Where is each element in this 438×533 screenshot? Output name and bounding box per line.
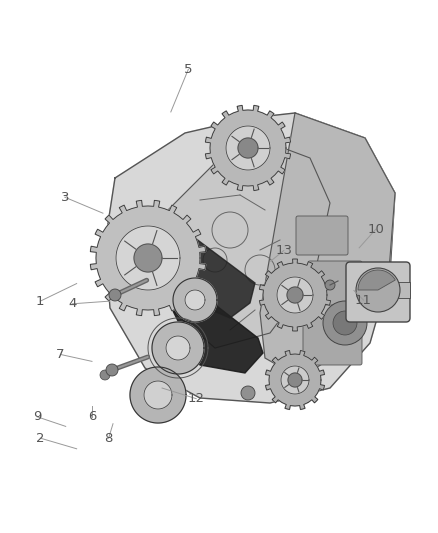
FancyBboxPatch shape (308, 261, 362, 305)
Text: 3: 3 (60, 191, 69, 204)
Text: 5: 5 (184, 63, 193, 76)
Polygon shape (90, 200, 206, 316)
Polygon shape (152, 322, 204, 374)
FancyBboxPatch shape (296, 216, 348, 255)
Polygon shape (287, 287, 303, 303)
Circle shape (325, 280, 335, 290)
Polygon shape (205, 106, 290, 191)
Text: 1: 1 (36, 295, 45, 308)
Circle shape (106, 364, 118, 376)
Circle shape (100, 370, 110, 380)
Polygon shape (116, 226, 180, 290)
Text: 11: 11 (355, 294, 372, 306)
Text: 7: 7 (56, 348, 65, 361)
Polygon shape (142, 268, 263, 373)
Circle shape (241, 386, 255, 400)
Circle shape (109, 289, 121, 301)
Polygon shape (130, 367, 186, 423)
Text: 8: 8 (104, 432, 113, 445)
Polygon shape (226, 126, 270, 170)
Polygon shape (259, 259, 331, 331)
Polygon shape (105, 113, 395, 403)
Text: 13: 13 (276, 244, 292, 257)
Polygon shape (277, 277, 313, 313)
Polygon shape (166, 336, 190, 360)
Polygon shape (150, 143, 330, 348)
Circle shape (323, 301, 367, 345)
Polygon shape (260, 113, 395, 378)
Text: 4: 4 (68, 297, 77, 310)
Text: 9: 9 (33, 410, 42, 423)
Polygon shape (265, 351, 325, 409)
Circle shape (356, 268, 400, 312)
FancyBboxPatch shape (346, 262, 410, 322)
Polygon shape (185, 290, 205, 310)
Text: 2: 2 (36, 432, 45, 445)
Polygon shape (172, 238, 255, 318)
Wedge shape (358, 270, 396, 290)
Polygon shape (281, 366, 309, 394)
Circle shape (333, 311, 357, 335)
Text: 12: 12 (188, 392, 205, 405)
Polygon shape (288, 373, 302, 387)
Polygon shape (144, 381, 172, 409)
Text: 10: 10 (367, 223, 384, 236)
Polygon shape (238, 138, 258, 158)
FancyBboxPatch shape (303, 316, 362, 365)
FancyBboxPatch shape (396, 282, 410, 298)
Text: 6: 6 (88, 410, 96, 423)
Polygon shape (173, 278, 217, 322)
Polygon shape (134, 244, 162, 272)
